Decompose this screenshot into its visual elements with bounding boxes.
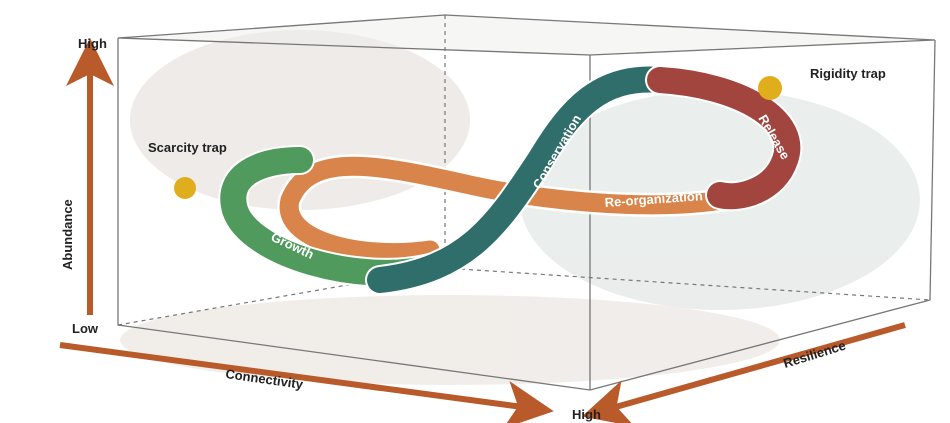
trap-label: Scarcity trap (148, 140, 227, 155)
trap-label: Rigidity trap (810, 66, 886, 81)
rigidity-trap-icon (758, 76, 782, 100)
axis-label: Resilience (781, 338, 847, 371)
scarcity-trap-icon (174, 177, 196, 199)
axis-label: Abundance (60, 199, 75, 270)
adaptive-cycle-diagram: Scarcity trap Rigidity trap Growth Conse… (0, 0, 950, 423)
axis-high-label: High (572, 407, 601, 422)
axis-low-label: Low (72, 321, 99, 336)
axis-high-label: High (78, 36, 107, 51)
